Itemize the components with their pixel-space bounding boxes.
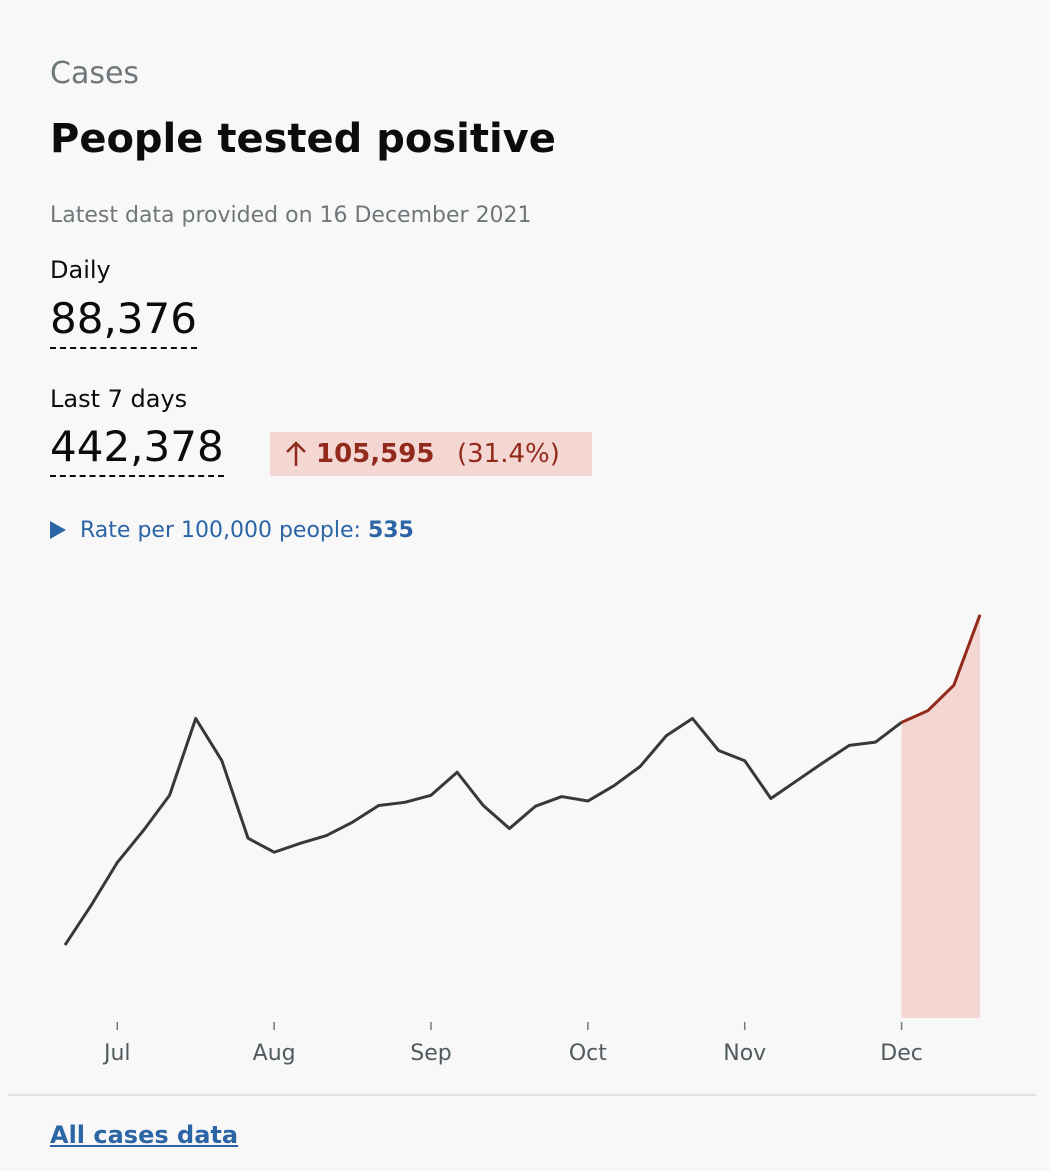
metric-label: Daily bbox=[50, 256, 111, 284]
x-tick-label: Oct bbox=[569, 1041, 607, 1066]
change-value: 105,595 bbox=[316, 439, 435, 469]
section-label: Cases bbox=[50, 56, 140, 91]
change-badge: 105,595 (31.4%) bbox=[270, 432, 592, 476]
rate-value: 535 bbox=[367, 518, 414, 543]
x-tick-label: Sep bbox=[410, 1041, 451, 1066]
rate-label: Rate per 100,000 people: bbox=[80, 518, 361, 543]
arrow-up-icon bbox=[286, 441, 306, 466]
x-tick-label: Dec bbox=[880, 1041, 923, 1066]
updated-text: Latest data provided on 16 December 2021 bbox=[50, 203, 532, 228]
card-title: People tested positive bbox=[50, 116, 556, 162]
data-line bbox=[63, 716, 903, 946]
divider bbox=[8, 1094, 1036, 1096]
highlight-area bbox=[901, 614, 980, 1018]
change-percent: (31.4%) bbox=[457, 439, 560, 469]
rate-toggle[interactable]: Rate per 100,000 people: 535 bbox=[50, 518, 414, 543]
triangle-icon bbox=[50, 521, 66, 539]
all-data-link[interactable]: All cases data bbox=[50, 1121, 239, 1149]
x-tick-label: Aug bbox=[253, 1041, 296, 1066]
metric-value[interactable]: 442,378 bbox=[50, 422, 224, 477]
x-tick-label: Nov bbox=[723, 1041, 766, 1066]
chart: Jul Aug Sep Oct Nov Dec bbox=[63, 614, 982, 1066]
metric-label: Last 7 days bbox=[50, 385, 188, 413]
highlight-line bbox=[900, 614, 982, 724]
x-tick-label: Jul bbox=[102, 1041, 131, 1066]
metric-value[interactable]: 88,376 bbox=[50, 294, 197, 349]
